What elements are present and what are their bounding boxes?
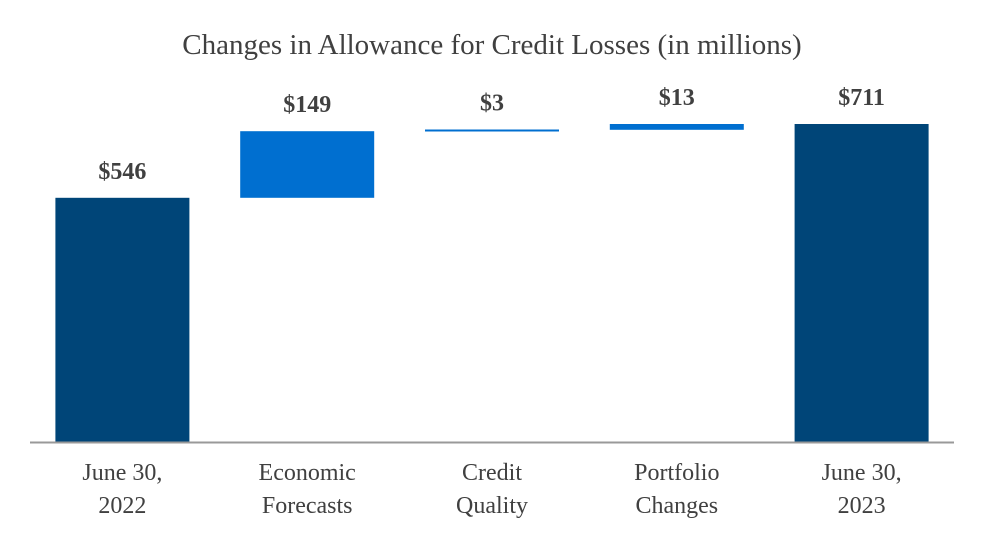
category-label-line: June 30, xyxy=(82,460,162,486)
bar-5 xyxy=(794,124,929,442)
data-label-2: $149 xyxy=(283,92,331,118)
bar-4 xyxy=(609,124,744,130)
category-label-line: 2022 xyxy=(98,493,146,519)
data-label-1: $546 xyxy=(98,159,146,185)
bar-1 xyxy=(55,197,190,442)
category-label-line: Portfolio xyxy=(634,460,719,486)
bar-2 xyxy=(240,131,375,198)
bars-group xyxy=(55,124,929,442)
data-labels-group: $546 $149 $3 $13 $711 xyxy=(98,85,885,185)
category-labels-group: June 30, 2022 Economic Forecasts Credit Quali… xyxy=(82,460,901,519)
category-label-line: 2023 xyxy=(838,493,886,519)
bar-3 xyxy=(425,129,559,132)
data-label-4: $13 xyxy=(659,85,695,111)
category-label-5: June 30, 2023 xyxy=(822,460,902,519)
category-label-line: Quality xyxy=(456,493,528,519)
category-label-1: June 30, 2022 xyxy=(82,460,162,519)
category-label-line: Forecasts xyxy=(262,493,353,519)
data-label-5: $711 xyxy=(838,85,885,111)
category-label-line: Economic xyxy=(259,460,356,486)
category-label-line: Changes xyxy=(635,493,718,519)
category-label-2: Economic Forecasts xyxy=(259,460,356,519)
category-label-line: Credit xyxy=(462,460,522,486)
category-label-3: Credit Quality xyxy=(456,460,528,519)
category-label-line: June 30, xyxy=(822,460,902,486)
chart-title: Changes in Allowance for Credit Losses (… xyxy=(182,29,801,61)
category-label-4: Portfolio Changes xyxy=(634,460,719,519)
data-label-3: $3 xyxy=(480,91,504,117)
